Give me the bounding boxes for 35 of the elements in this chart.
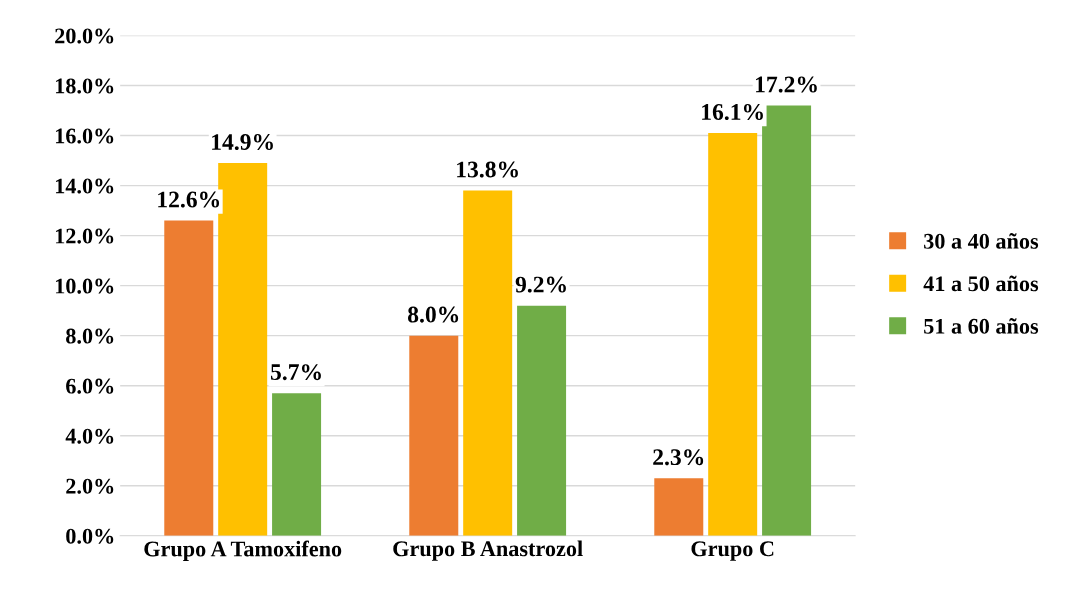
y-tick-label: 14.0% (55, 178, 114, 194)
data-label: 12.6% (158, 191, 220, 208)
data-label: 16.1% (702, 104, 763, 121)
y-tick-label: 10.0% (55, 278, 114, 294)
legend-label: 30 a 40 años (924, 233, 1039, 249)
y-tick-label: 0.0% (66, 528, 114, 544)
bar (708, 133, 758, 536)
y-tick-label: 8.0% (66, 328, 114, 344)
y-tick-label: 4.0% (65, 428, 114, 444)
bar (272, 393, 322, 536)
y-tick-label: 16.0% (55, 128, 114, 144)
data-label: 9.2% (515, 276, 566, 293)
bar (218, 163, 268, 536)
y-tick-label: 12.0% (55, 228, 114, 244)
legend-label: 51 a 60 años (924, 318, 1039, 334)
bar (517, 305, 567, 536)
data-label: 17.2% (756, 76, 817, 93)
y-tick-label: 18.0% (55, 78, 114, 94)
x-tick-label: Grupo A Tamoxifeno (144, 540, 342, 561)
bar (654, 478, 704, 536)
data-label: 8.0% (408, 306, 459, 323)
x-tick-label: Grupo B Anastrozol (393, 540, 583, 561)
bar (463, 190, 513, 536)
bar (762, 105, 812, 536)
y-tick-label: 6.0% (66, 378, 114, 394)
y-tick-label: 20.0% (55, 28, 114, 44)
x-tick-label: Grupo C (691, 541, 774, 561)
data-label: 14.9% (212, 134, 273, 151)
legend-label: 41 a 50 años (923, 275, 1039, 292)
data-label: 13.8% (457, 161, 518, 178)
data-label: 5.7% (270, 364, 321, 381)
y-tick-label: 2.0% (66, 478, 114, 494)
bar (409, 335, 459, 536)
bar (164, 220, 214, 536)
data-label: 2.3% (653, 449, 704, 466)
